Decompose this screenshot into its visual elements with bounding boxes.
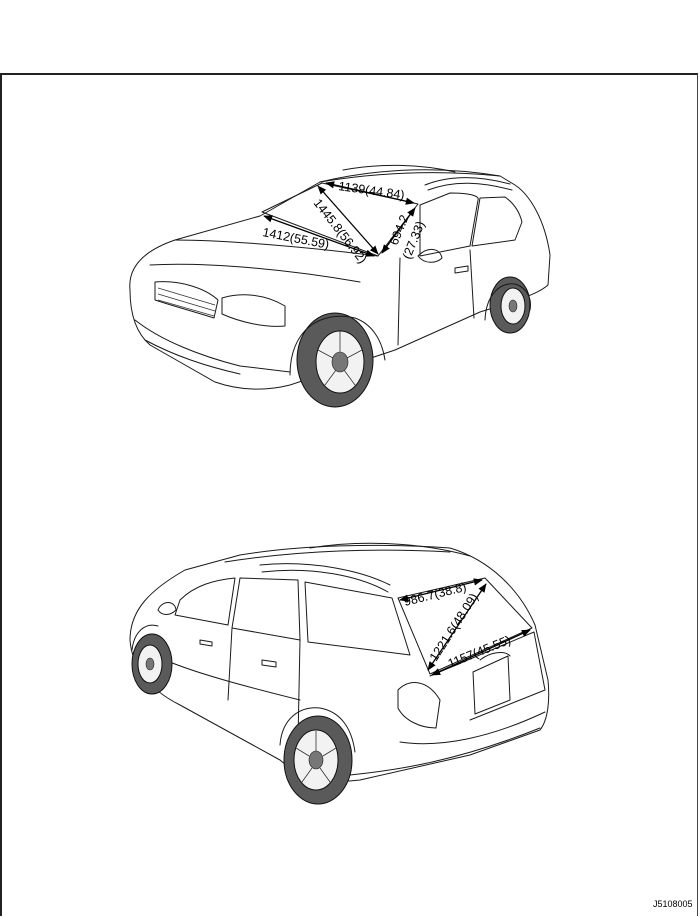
- front-car-illustration: [129, 164, 551, 408]
- diagram-frame: [0, 73, 698, 916]
- rear-car-illustration: [129, 542, 550, 805]
- windshield-bottom-width-label: 1412(55.59): [261, 225, 330, 252]
- rear-glass-bottom-width-label: 1157(45.55): [446, 633, 513, 671]
- windshield-top-width-label: 1139(44.84): [338, 179, 406, 202]
- rear-glass-top-width-label: 986.7(38.8): [402, 580, 467, 609]
- windshield-diagonal-label: 1445.8(56.92): [311, 196, 370, 266]
- figure-code: J5108005: [653, 899, 693, 909]
